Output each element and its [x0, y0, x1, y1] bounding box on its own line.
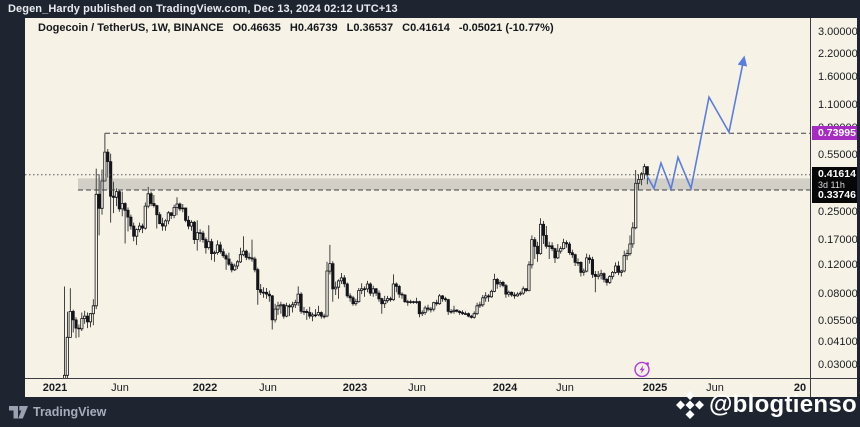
candles-up [63, 151, 646, 378]
watermark-text: @blogtienso [708, 391, 857, 418]
price-tick-0.03000: 0.03000 [818, 359, 858, 371]
symbol-title[interactable]: Dogecoin / TetherUS, 1W, BINANCE [38, 22, 224, 34]
tradingview-logo[interactable]: TradingView [9, 403, 106, 421]
time-tick-Jun: Jun [408, 382, 426, 394]
ohlc-high: H0.46739 [289, 22, 338, 34]
bar-countdown: 3d 11h [818, 180, 845, 190]
time-tick-Jun: Jun [259, 382, 277, 394]
current-price-value: 0.41614 [818, 168, 856, 180]
ohlc-low: L0.36537 [346, 22, 394, 34]
price-tick-0.12000: 0.12000 [818, 259, 858, 271]
time-tick-2023: 2023 [342, 382, 368, 394]
current-price-label[interactable]: 0.41614 3d 11h 0.33746 [812, 167, 857, 203]
symbol-legend[interactable]: Dogecoin / TetherUS, 1W, BINANCE O0.46635… [38, 22, 554, 34]
time-tick-20: 20 [793, 382, 807, 394]
time-tick-2024: 2024 [492, 382, 518, 394]
tradingview-logo-icon [9, 405, 28, 418]
projection-arrow [646, 55, 748, 192]
time-tick-Jun: Jun [111, 382, 129, 394]
price-tick-2.20000: 2.20000 [818, 48, 858, 60]
price-tick-0.55000: 0.55000 [818, 149, 858, 161]
price-tick-0.04100: 0.04100 [818, 336, 858, 348]
supply-zone [78, 178, 810, 190]
watermark: @blogtienso [675, 390, 857, 420]
candlestick-chart[interactable] [25, 18, 810, 378]
zone-bottom-price: 0.33746 [818, 189, 856, 201]
ohlc-open: O0.46635 [232, 22, 281, 34]
price-tick-1.10000: 1.10000 [818, 99, 858, 111]
price-tick-3.00000: 3.00000 [818, 26, 858, 38]
price-tick-1.60000: 1.60000 [818, 71, 858, 83]
time-tick-2021: 2021 [42, 382, 68, 394]
ohlc-close: C0.41614 [402, 22, 450, 34]
watermark-diamond-icon [675, 391, 704, 419]
time-tick-Jun: Jun [556, 382, 574, 394]
price-tick-0.05500: 0.05500 [818, 315, 858, 327]
time-tick-2022: 2022 [192, 382, 218, 394]
ohlc-change: -0.05021 (-10.77%) [458, 22, 554, 34]
chart-plot-area[interactable]: Dogecoin / TetherUS, 1W, BINANCE O0.46635… [25, 18, 810, 378]
lightning-event-icon[interactable] [633, 360, 651, 378]
price-tick-0.08000: 0.08000 [818, 288, 858, 300]
time-axis[interactable]: 2021 Jun 2022 Jun 2023 Jun 2024 Jun 2025 Jun 20 [25, 378, 857, 398]
tradingview-logo-text: TradingView [33, 405, 107, 419]
time-tick-2025: 2025 [642, 382, 668, 394]
time-tick-Jun: Jun [706, 382, 724, 394]
resistance-price-label[interactable]: 0.73995 [812, 126, 857, 140]
publish-banner: Degen_Hardy published on TradingView.com… [8, 1, 398, 18]
candles-down [71, 151, 649, 330]
price-tick-0.17000: 0.17000 [818, 234, 858, 246]
publish-banner-text: Degen_Hardy published on TradingView.com… [8, 3, 398, 15]
chart-panel: Dogecoin / TetherUS, 1W, BINANCE O0.46635… [25, 18, 858, 398]
price-tick-0.25000: 0.25000 [818, 206, 858, 218]
price-axis[interactable]: 3.000002.200001.600001.100000.800000.550… [810, 18, 858, 397]
candle-wicks [64, 133, 648, 378]
